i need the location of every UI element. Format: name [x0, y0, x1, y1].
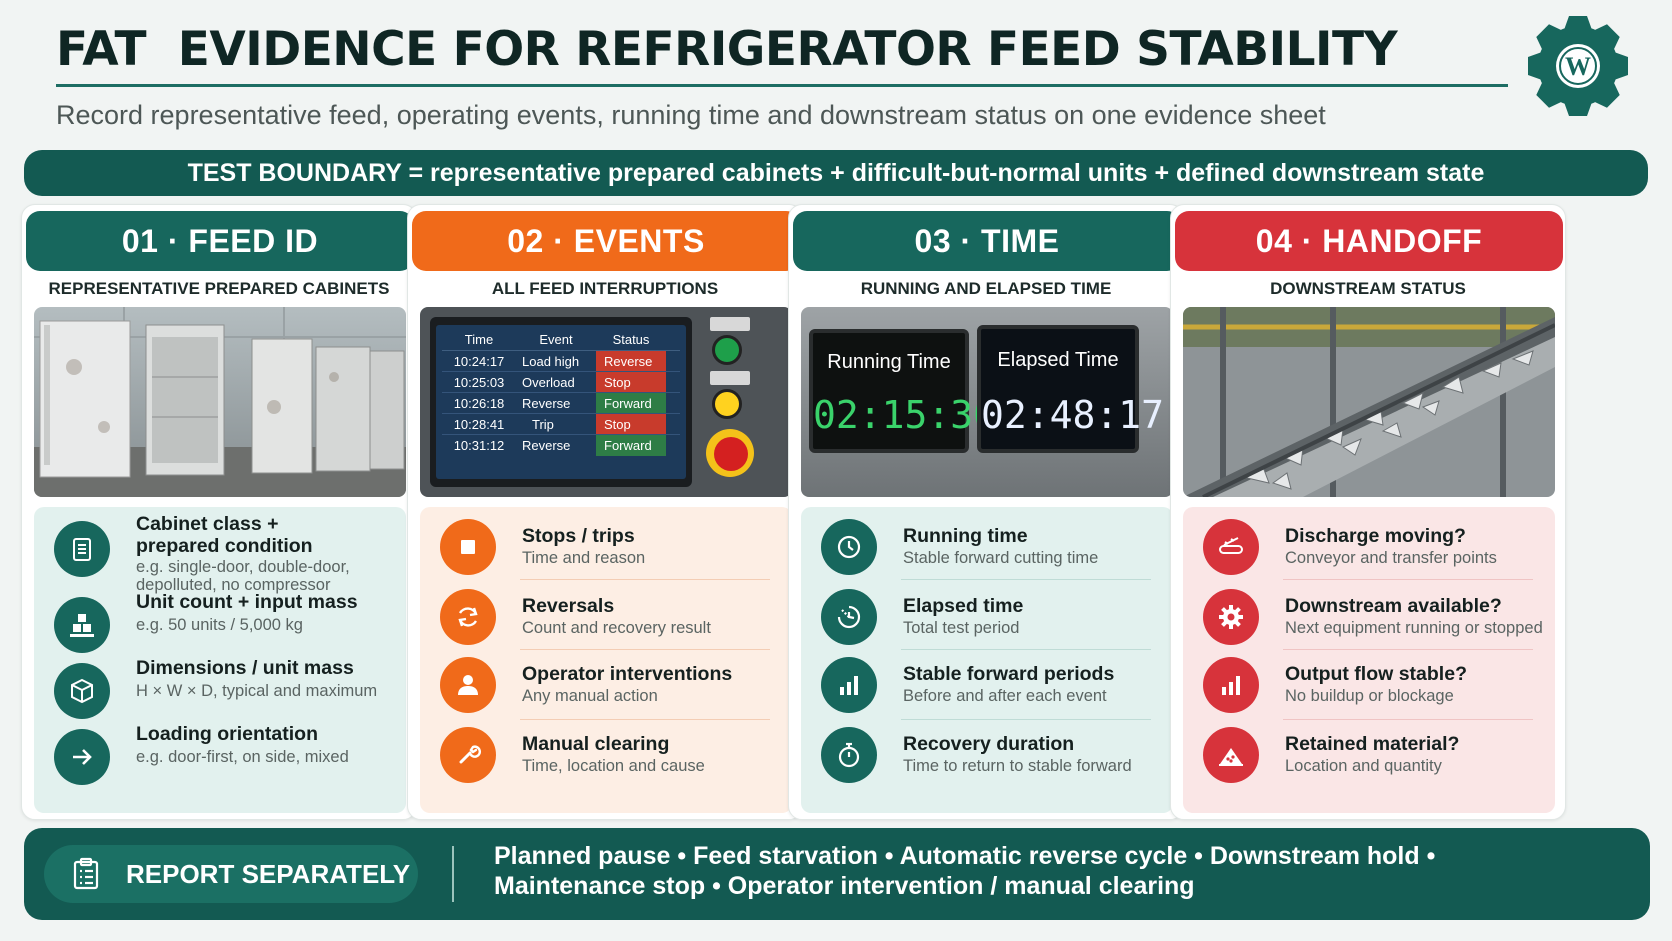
report-items-line-1: Planned pause • Feed starvation • Automa… — [494, 842, 1436, 870]
gear-logo-icon: W — [1524, 12, 1632, 120]
operator-icon — [440, 657, 496, 713]
test-boundary-banner: TEST BOUNDARY = representative prepared … — [24, 150, 1648, 196]
emergency-stop-button — [706, 429, 754, 477]
card-time: 03 · TIME RUNNING AND ELAPSED TIME Runni… — [788, 204, 1184, 820]
running-time-label: Running Time — [827, 351, 951, 373]
page-title: FAT EVIDENCE FOR REFRIGERATOR FEED STABI… — [56, 22, 1398, 77]
running-time-value: 02:15:30 — [813, 393, 997, 437]
conveyor-photo — [1183, 307, 1555, 497]
bar-chart-icon — [1203, 657, 1259, 713]
green-indicator-light — [712, 335, 742, 365]
refrigerator-cabinets-photo — [34, 307, 406, 497]
gear-icon — [1203, 589, 1259, 645]
divider — [452, 846, 454, 902]
stop-icon — [440, 519, 496, 575]
clock-icon — [821, 519, 877, 575]
timer-display-panel: Running Time 02:15:30 Elapsed Time 02:48… — [801, 307, 1173, 497]
card-subtitle: REPRESENTATIVE PREPARED CABINETS — [48, 279, 390, 298]
card-events: 02 · EVENTS ALL FEED INTERRUPTIONS Time … — [407, 204, 803, 820]
elapsed-clock-icon — [821, 589, 877, 645]
feed-id-checklist: Cabinet class + prepared condition e.g. … — [34, 507, 406, 813]
card-subtitle: ALL FEED INTERRUPTIONS — [491, 279, 719, 298]
card-subtitle: RUNNING AND ELAPSED TIME — [860, 279, 1112, 298]
checklist-icon — [68, 856, 104, 892]
yellow-indicator-light — [712, 389, 742, 419]
report-separately-label: REPORT SEPARATELY — [44, 845, 418, 903]
conveyor-icon — [1203, 519, 1259, 575]
report-separately-bar: REPORT SEPARATELY Planned pause • Feed s… — [24, 828, 1650, 920]
table-row: 10:28:41 Trip Stop — [442, 414, 680, 435]
elapsed-time-value: 02:48:17 — [981, 393, 1165, 437]
card-header: 04 · HANDOFF — [1175, 211, 1563, 271]
reverse-cycle-icon — [440, 589, 496, 645]
cube-icon — [54, 663, 110, 719]
table-row: 10:26:18 Reverse Forward — [442, 393, 680, 414]
stopwatch-icon — [821, 727, 877, 783]
logo-letter: W — [1565, 52, 1591, 81]
table-row: 10:31:12 Reverse Forward — [442, 435, 680, 456]
card-header: 02 · EVENTS — [412, 211, 800, 271]
events-checklist: Stops / trips Time and reason Reversals … — [420, 507, 792, 813]
card-header: 03 · TIME — [793, 211, 1181, 271]
wrench-icon — [440, 727, 496, 783]
page-subtitle: Record representative feed, operating ev… — [56, 100, 1326, 130]
card-subtitle: DOWNSTREAM STATUS — [1270, 279, 1466, 298]
time-checklist: Running time Stable forward cutting time… — [801, 507, 1173, 813]
handoff-checklist: Discharge moving? Conveyor and transfer … — [1183, 507, 1555, 813]
card-feed-id: 01 · FEED ID REPRESENTATIVE PREPARED CAB… — [21, 204, 417, 820]
elapsed-time-label: Elapsed Time — [997, 349, 1119, 371]
report-items-line-2: Maintenance stop • Operator intervention… — [494, 872, 1195, 900]
card-header: 01 · FEED ID — [26, 211, 414, 271]
table-row: 10:25:03 Overload Stop — [442, 372, 680, 393]
card-handoff: 04 · HANDOFF DOWNSTREAM STATUS Discharge… — [1170, 204, 1566, 820]
table-row: 10:24:17 Load high Reverse — [442, 351, 680, 372]
bar-chart-icon — [821, 657, 877, 713]
event-log-screen: Time Event Status 10:24:17 Load high Rever… — [420, 307, 792, 497]
arrow-right-icon — [54, 729, 110, 785]
material-pile-icon — [1203, 727, 1259, 783]
title-underline — [56, 84, 1508, 87]
stacked-units-icon — [54, 597, 110, 653]
clipboard-icon — [54, 521, 110, 577]
